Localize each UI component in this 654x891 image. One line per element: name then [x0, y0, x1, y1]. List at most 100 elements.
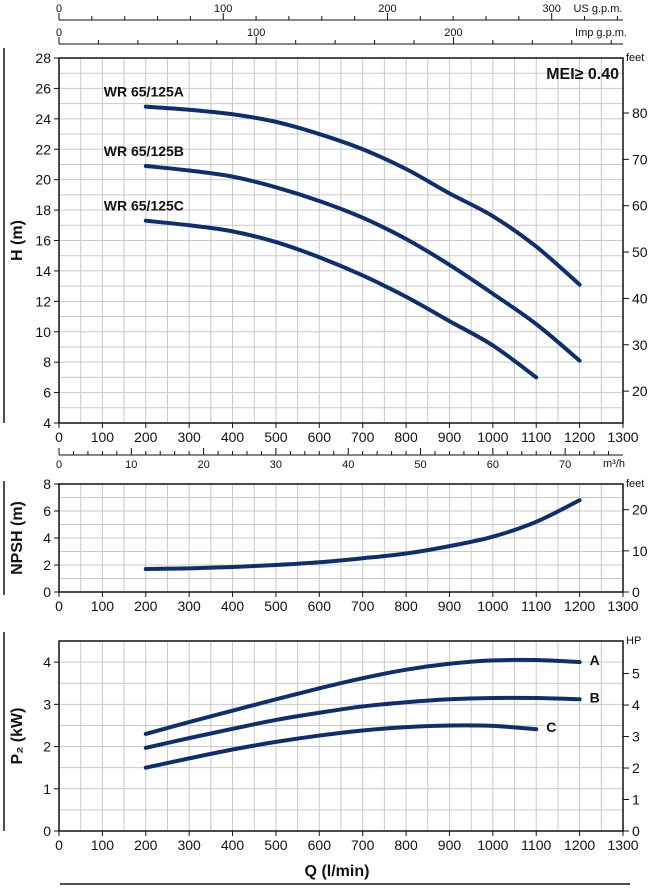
series-line-power-0: [143, 657, 582, 736]
y-tick-label: 6: [43, 385, 51, 401]
plot-frame: [58, 640, 624, 832]
y-axis-title: P₂ (kW): [9, 708, 26, 765]
x-tick-label: 1300: [607, 837, 638, 853]
power-chart: 0 100 200 300 400 500 600 700 800 900 1000 1100 1200…: [9, 635, 641, 880]
y-tick-label: 2: [43, 739, 51, 755]
x-tick-label: 900: [438, 837, 462, 853]
y-tick-label: 10: [35, 324, 51, 340]
usgpm-tick-label: 0: [56, 3, 62, 15]
y-tick-label: 24: [35, 111, 51, 127]
m3h-tick-label: 0: [56, 459, 62, 471]
x-tick-label: 900: [438, 598, 462, 614]
y2-unit-label: HP: [626, 635, 641, 647]
x-tick-label: 200: [134, 429, 158, 445]
y-tick-label: 22: [35, 141, 51, 157]
y2-tick-label: 4: [632, 697, 640, 713]
y2-tick-label: 20: [632, 383, 648, 399]
y2-unit-label: feet: [626, 52, 644, 64]
x-tick-label: 1200: [564, 837, 595, 853]
y2-unit-label: feet: [626, 478, 644, 490]
x-tick-label: 100: [91, 598, 115, 614]
x-tick-label: 1300: [607, 429, 638, 445]
y2-tick-label: 5: [632, 666, 640, 682]
y-tick-label: 1: [43, 781, 51, 797]
x-tick-label: 800: [394, 429, 418, 445]
impgpm-tick-label: 0: [56, 27, 62, 39]
y2-tick-label: 2: [632, 760, 640, 776]
y-tick-label: 8: [43, 476, 51, 492]
y2-tick-label: 20: [632, 502, 648, 518]
y-tick-label: 4: [43, 530, 51, 546]
m3h-unit-label: m³/h: [603, 458, 625, 470]
y2-tick-label: 3: [632, 729, 640, 745]
series-line-npsh-0: [143, 498, 582, 572]
m3h-tick-label: 20: [197, 459, 209, 471]
m3h-tick-label: 10: [125, 459, 137, 471]
y-tick-label: 18: [35, 202, 51, 218]
x-tick-label: 400: [221, 598, 245, 614]
m3h-tick-label: 50: [414, 459, 426, 471]
x-tick-label: 0: [55, 837, 63, 853]
series-line-head-1: [143, 163, 582, 363]
x-tick-label: 0: [55, 429, 63, 445]
x-tick-label: 1200: [564, 598, 595, 614]
x-tick-label: 0: [55, 598, 63, 614]
x-tick-label: 400: [221, 837, 245, 853]
x-tick-label: 300: [177, 598, 201, 614]
y-axis-title: H (m): [9, 220, 26, 261]
m3h-tick-label: 30: [270, 459, 282, 471]
y2-tick-label: 30: [632, 337, 648, 353]
series-label: B: [590, 689, 600, 705]
top-flow-scales: 0 100 200 300 US g.p.m. 0 100 200 Imp g.p.m.: [56, 3, 627, 45]
y2-tick-label: 0: [632, 823, 640, 839]
y2-tick-label: 60: [632, 198, 648, 214]
x-axis-title: Q (l/min): [305, 863, 370, 880]
y-tick-label: 0: [43, 823, 51, 839]
y-tick-label: 28: [35, 50, 51, 66]
x-tick-label: 1000: [477, 598, 508, 614]
x-tick-label: 200: [134, 837, 158, 853]
x-tick-label: 700: [351, 837, 375, 853]
impgpm-tick-label: 100: [247, 27, 265, 39]
series-label: WR 65/125B: [104, 143, 184, 159]
x-tick-label: 1200: [564, 429, 595, 445]
x-tick-label: 100: [91, 837, 115, 853]
series-line-power-1: [143, 695, 582, 750]
x-tick-label: 1100: [521, 429, 551, 445]
x-tick-label: 700: [351, 598, 375, 614]
y2-tick-label: 1: [632, 792, 640, 808]
y-tick-label: 14: [35, 263, 51, 279]
x-tick-label: 1000: [477, 429, 508, 445]
x-tick-label: 300: [177, 837, 201, 853]
x-tick-label: 800: [394, 598, 418, 614]
x-tick-label: 1100: [521, 837, 551, 853]
x-tick-label: 500: [264, 429, 288, 445]
x-tick-label: 600: [308, 837, 332, 853]
x-tick-label: 200: [134, 598, 158, 614]
y-tick-label: 4: [43, 415, 51, 431]
mei-annotation: MEI≥ 0.40: [546, 66, 619, 83]
m3h-tick-label: 60: [487, 459, 499, 471]
y2-tick-label: 10: [632, 543, 648, 559]
x-tick-label: 600: [308, 429, 332, 445]
x-tick-label: 1000: [477, 837, 508, 853]
x-tick-label: 400: [221, 429, 245, 445]
y-tick-label: 12: [35, 293, 51, 309]
series-label: WR 65/125C: [104, 198, 184, 214]
y-tick-label: 26: [35, 80, 51, 96]
x-tick-label: 100: [91, 429, 115, 445]
y-tick-label: 16: [35, 233, 51, 249]
y-tick-label: 6: [43, 503, 51, 519]
impgpm-unit-label: Imp g.p.m.: [575, 27, 627, 39]
y-tick-label: 20: [35, 172, 51, 188]
x-tick-label: 600: [308, 598, 332, 614]
x-tick-label: 500: [264, 837, 288, 853]
x-tick-label: 700: [351, 429, 375, 445]
series-label: C: [546, 719, 556, 735]
x-tick-label: 500: [264, 598, 288, 614]
y-tick-label: 8: [43, 354, 51, 370]
impgpm-tick-label: 200: [444, 27, 462, 39]
usgpm-tick-label: 100: [214, 3, 232, 15]
y2-tick-label: 80: [632, 105, 648, 121]
